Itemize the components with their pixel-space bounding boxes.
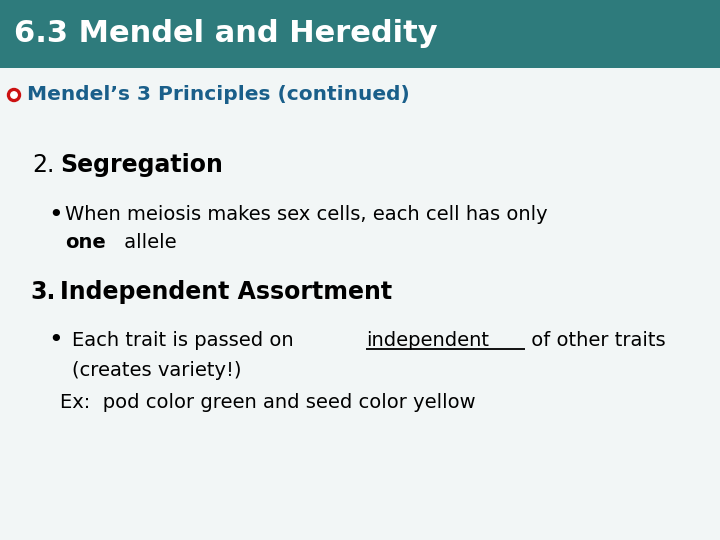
Text: independent: independent bbox=[366, 330, 489, 349]
Text: •: • bbox=[48, 328, 63, 352]
Text: one: one bbox=[65, 233, 106, 253]
Text: allele: allele bbox=[117, 233, 176, 253]
Text: Ex:  pod color green and seed color yellow: Ex: pod color green and seed color yello… bbox=[60, 393, 476, 411]
Text: 2.: 2. bbox=[32, 153, 55, 177]
Text: Mendel’s 3 Principles (continued): Mendel’s 3 Principles (continued) bbox=[27, 85, 410, 105]
Text: of other traits: of other traits bbox=[525, 330, 665, 349]
Text: Each trait is passed on: Each trait is passed on bbox=[72, 330, 300, 349]
Text: When meiosis makes sex cells, each cell has only: When meiosis makes sex cells, each cell … bbox=[65, 206, 548, 225]
Text: 6.3 Mendel and Heredity: 6.3 Mendel and Heredity bbox=[14, 19, 438, 49]
Text: •: • bbox=[48, 203, 63, 227]
Text: Independent Assortment: Independent Assortment bbox=[60, 280, 392, 304]
Circle shape bbox=[11, 92, 17, 98]
Circle shape bbox=[7, 89, 20, 102]
Text: Segregation: Segregation bbox=[60, 153, 223, 177]
FancyBboxPatch shape bbox=[0, 0, 720, 68]
Text: (creates variety!): (creates variety!) bbox=[72, 361, 241, 380]
Text: 3.: 3. bbox=[30, 280, 55, 304]
